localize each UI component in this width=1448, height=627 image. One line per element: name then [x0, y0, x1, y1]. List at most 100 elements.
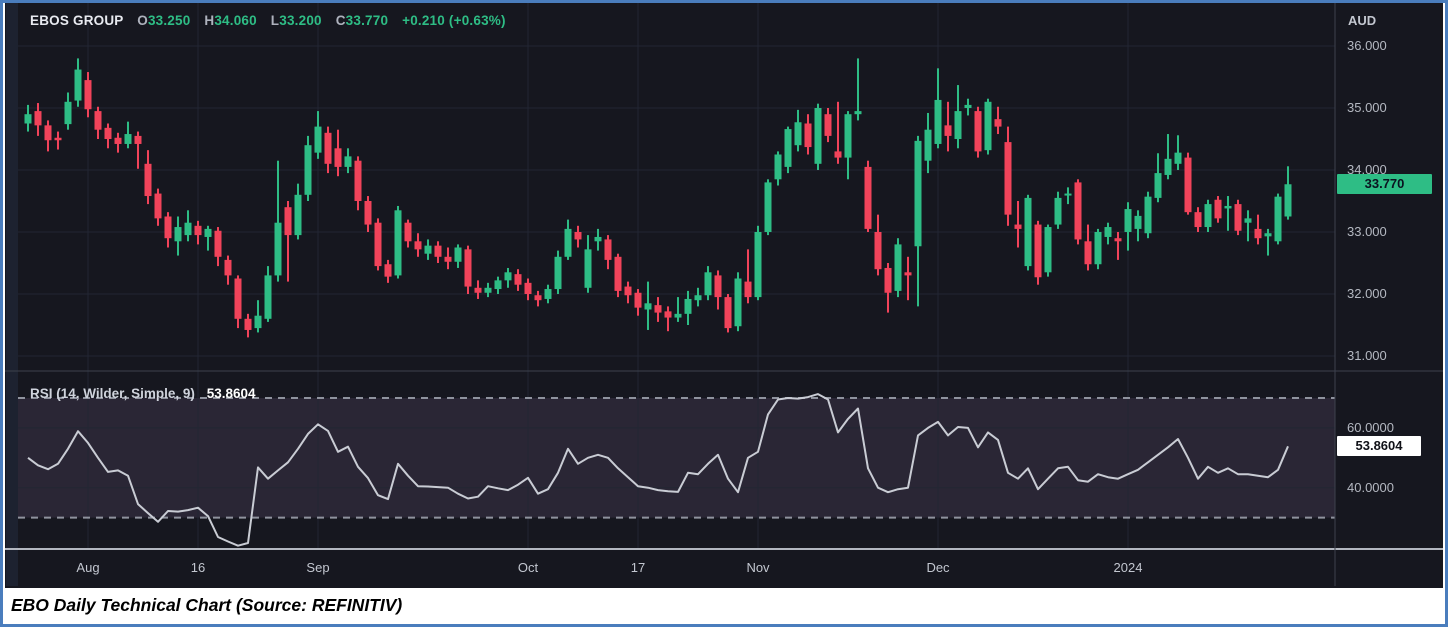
time-tick-label: Dec [926, 560, 950, 575]
candle-body [1144, 196, 1152, 234]
candle-body [364, 201, 372, 225]
last-price-badge: 33.770 [1337, 174, 1432, 195]
price-tick-label: 34.000 [1347, 162, 1387, 177]
time-tick-label: 17 [630, 560, 646, 575]
candle-body [44, 125, 52, 141]
low-label: L [270, 13, 280, 28]
chart-surface[interactable] [5, 3, 1443, 588]
candle-body [294, 194, 302, 236]
candle-body [84, 80, 92, 110]
time-tick-label: Aug [76, 560, 100, 575]
candle-body [614, 256, 622, 291]
candle-body [1194, 212, 1202, 228]
candle-body [664, 311, 672, 318]
candle-body [814, 108, 822, 164]
price-tick-label: 31.000 [1347, 348, 1387, 363]
candle-body [1164, 158, 1172, 175]
candle-body [584, 249, 592, 288]
candle-body [124, 134, 132, 144]
candle-body [1104, 227, 1112, 237]
change-value: +0.210 (+0.63%) [402, 13, 506, 28]
candle-body [1274, 196, 1282, 242]
candle-body [724, 297, 732, 329]
rsi-label: RSI (14, Wilder, Simple, 9) [30, 386, 195, 401]
rsi-tick-label: 40.0000 [1347, 479, 1394, 495]
candle-body [54, 137, 62, 141]
symbol-name: EBOS GROUP [30, 13, 124, 28]
candle-body [824, 114, 832, 136]
candle-body [414, 241, 422, 250]
candle-body [534, 295, 542, 301]
candle-body [1234, 204, 1242, 231]
candle-body [904, 272, 912, 276]
candle-body [694, 295, 702, 301]
high-label: H [204, 13, 215, 28]
candle-body [884, 267, 892, 293]
candle-body [274, 222, 282, 276]
candle-body [574, 232, 582, 240]
candle-body [524, 282, 532, 294]
candle-body [244, 318, 252, 330]
chart-canvas[interactable] [5, 3, 1443, 588]
candle-body [114, 137, 122, 144]
candle-body [164, 216, 172, 239]
candle-body [74, 69, 82, 101]
symbol-legend: EBOS GROUP O33.250 H34.060 L33.200 C33.7… [30, 13, 506, 28]
candle-body [214, 230, 222, 257]
currency-label: AUD [1348, 13, 1377, 28]
candle-body [304, 145, 312, 195]
candle-body [34, 111, 42, 126]
candle-body [794, 122, 802, 146]
candle-body [744, 281, 752, 298]
price-tick-label: 35.000 [1347, 100, 1387, 115]
candle-body [474, 287, 482, 293]
candle-body [24, 114, 32, 124]
candle-body [594, 236, 602, 242]
close-value: 33.770 [345, 13, 389, 28]
candle-body [1174, 152, 1182, 164]
caption-bar: EBO Daily Technical Chart (Source: REFIN… [3, 591, 1445, 624]
rsi-value: 53.8604 [206, 386, 256, 401]
candle-body [1124, 209, 1132, 232]
candle-body [234, 278, 242, 319]
candle-body [464, 249, 472, 287]
candle-body [714, 275, 722, 298]
candle-body [674, 313, 682, 318]
candle-body [1044, 227, 1052, 273]
candle-body [354, 160, 362, 201]
candle-body [1204, 204, 1212, 228]
candle-body [204, 228, 212, 237]
open-value: 33.250 [147, 13, 191, 28]
rsi-legend: RSI (14, Wilder, Simple, 9) 53.8604 [30, 386, 256, 401]
candle-body [754, 232, 762, 298]
candle-body [394, 210, 402, 276]
candle-body [334, 148, 342, 167]
candle-body [894, 244, 902, 291]
high-value: 34.060 [214, 13, 257, 28]
candle-body [1074, 182, 1082, 240]
candle-body [644, 303, 652, 310]
candle-body [1004, 142, 1012, 215]
candle-body [554, 256, 562, 290]
time-tick-label: Nov [746, 560, 770, 575]
candle-body [944, 125, 952, 136]
candle-body [624, 286, 632, 296]
candle-body [544, 289, 552, 299]
candle-body [654, 305, 662, 313]
candle-body [1024, 197, 1032, 267]
candle-body [444, 256, 452, 262]
candle-body [1054, 197, 1062, 225]
candle-body [564, 228, 572, 257]
candle-body [634, 292, 642, 308]
candle-body [64, 101, 72, 125]
candle-body [784, 129, 792, 167]
candle-body [804, 123, 812, 148]
candle-body [1064, 193, 1072, 196]
candle-body [684, 298, 692, 314]
candle-body [924, 129, 932, 161]
candle-body [1014, 224, 1022, 229]
candle-body [934, 99, 942, 144]
candle-body [494, 280, 502, 290]
candle-body [1284, 184, 1292, 217]
